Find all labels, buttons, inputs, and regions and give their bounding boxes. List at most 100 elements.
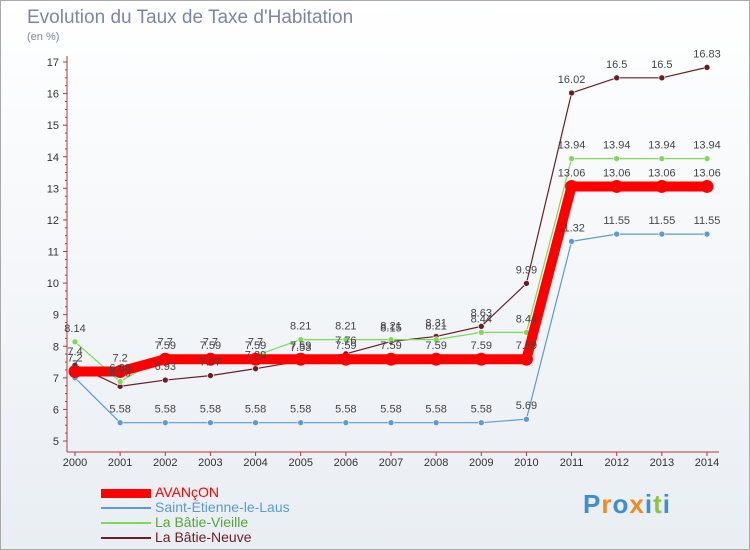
series-1-point bbox=[252, 419, 259, 426]
y-tick-label: 6 bbox=[53, 404, 59, 416]
brand-letter: t bbox=[653, 489, 663, 519]
series-0-data-label: 13.06 bbox=[693, 167, 721, 179]
y-tick-label: 10 bbox=[47, 278, 59, 290]
series-1-point bbox=[477, 419, 485, 426]
series-2-point bbox=[568, 155, 575, 162]
series-3-data-label: 8.63 bbox=[471, 307, 492, 319]
series-2-data-label: 8.14 bbox=[64, 323, 85, 335]
series-3-point bbox=[523, 280, 530, 287]
brand-letter: x bbox=[629, 489, 645, 519]
y-tick-label: 5 bbox=[53, 436, 59, 448]
series-2-data-label: 8.21 bbox=[425, 321, 446, 333]
series-0-point bbox=[519, 352, 533, 366]
series-2-point bbox=[71, 338, 79, 346]
series-3-point bbox=[161, 376, 169, 384]
series-2-data-label: 8.21 bbox=[290, 321, 311, 333]
series-1-data-label: 5.58 bbox=[245, 404, 266, 416]
series-2-data-label: 7.7 bbox=[248, 337, 263, 349]
series-0-data-label: 7.59 bbox=[471, 340, 492, 352]
series-2-point bbox=[116, 378, 124, 385]
series-2-point bbox=[342, 336, 350, 343]
series-2-data-label: 13.94 bbox=[558, 140, 586, 152]
series-1-point bbox=[703, 230, 711, 238]
legend-label: Saint-Étienne-le-Laus bbox=[155, 499, 290, 515]
series-0-point bbox=[474, 352, 488, 366]
series-0-point bbox=[610, 179, 624, 193]
x-tick-label: 2013 bbox=[650, 457, 674, 469]
series-0-point bbox=[203, 352, 217, 366]
x-tick-label: 2008 bbox=[424, 457, 448, 469]
series-2-data-label: 13.94 bbox=[648, 140, 676, 152]
x-tick-label: 2003 bbox=[198, 457, 222, 469]
series-1-data-label: 5.58 bbox=[200, 404, 221, 416]
series-0-data-label: 7.59 bbox=[290, 340, 311, 352]
series-1-data-label: 5.58 bbox=[290, 404, 311, 416]
series-2-point bbox=[703, 155, 711, 162]
series-3-data-label: 6.93 bbox=[155, 361, 176, 373]
legend-label: La Bâtie-Vieille bbox=[155, 514, 249, 530]
x-tick-label: 2006 bbox=[334, 457, 358, 469]
series-1-data-label: 5.58 bbox=[155, 404, 176, 416]
series-0-data-label: 7.59 bbox=[335, 340, 356, 352]
y-tick-label: 7 bbox=[53, 373, 59, 385]
series-0-point bbox=[655, 179, 669, 193]
x-tick-label: 2014 bbox=[695, 457, 719, 469]
series-1-point bbox=[658, 230, 666, 238]
series-0-point bbox=[384, 352, 398, 366]
x-tick-label: 2010 bbox=[514, 457, 538, 469]
series-0-point bbox=[700, 179, 714, 193]
chart-title: Evolution du Taux de Taxe d'Habitation bbox=[27, 7, 354, 28]
series-0-data-label: 7.2 bbox=[112, 353, 127, 365]
series-3-data-label: 7.4 bbox=[67, 346, 82, 358]
series-3-data-label: 16.5 bbox=[651, 59, 672, 71]
series-3-data-label: 16.83 bbox=[693, 48, 721, 60]
series-3-point bbox=[613, 74, 621, 82]
brand-letter: o bbox=[612, 489, 630, 519]
series-2-data-label: 6.88 bbox=[109, 363, 130, 375]
series-2-point bbox=[387, 336, 395, 343]
series-3-point bbox=[658, 74, 666, 82]
chart-unit-label: (en %) bbox=[27, 31, 60, 43]
series-1-point bbox=[161, 419, 169, 426]
series-3-point bbox=[703, 64, 711, 71]
series-2-point bbox=[297, 336, 305, 343]
series-1-point bbox=[342, 419, 350, 426]
series-0-data-label: 7.59 bbox=[380, 340, 401, 352]
chart-data-labels: 7.2 7.27.59 7.59 7.59 7.59 7.59 7.59 7.59 7.59 7.… bbox=[64, 48, 720, 415]
series-1-data-label: 5.58 bbox=[425, 404, 446, 416]
series-1-data-label: 11.55 bbox=[694, 215, 721, 227]
series-0-data-label: 13.06 bbox=[558, 167, 586, 179]
series-1-data-label: 11.32 bbox=[558, 222, 585, 234]
series-1-data-label: 5.58 bbox=[380, 404, 401, 416]
series-1-point bbox=[568, 238, 575, 245]
y-tick-label: 9 bbox=[53, 310, 59, 322]
series-1-data-label: 11.55 bbox=[648, 215, 675, 227]
brand-letter: i bbox=[662, 489, 671, 519]
x-tick-label: 2004 bbox=[243, 457, 267, 469]
series-3-data-label: 16.02 bbox=[558, 74, 586, 86]
series-0-point bbox=[68, 365, 82, 379]
series-3-point bbox=[568, 89, 575, 97]
series-1-point bbox=[432, 419, 440, 426]
chart-series-layer bbox=[68, 64, 714, 426]
series-0-data-label: 7.2 bbox=[67, 353, 82, 365]
series-2-data-label: 8.21 bbox=[380, 321, 401, 333]
y-tick-label: 16 bbox=[47, 89, 59, 101]
series-3-data-label: 7.07 bbox=[200, 357, 221, 369]
series-0-data-label: 7.59 bbox=[245, 340, 266, 352]
series-2-data-label: 13.94 bbox=[603, 140, 631, 152]
legend-swatch bbox=[101, 522, 151, 524]
series-1-data-label: 5.58 bbox=[109, 404, 130, 416]
series-0-data-label: 7.59 bbox=[425, 340, 446, 352]
series-1-point bbox=[207, 419, 214, 426]
series-3-data-label: 9.99 bbox=[516, 264, 537, 276]
series-0-data-label: 13.06 bbox=[603, 167, 631, 179]
series-2-data-label: 7.7 bbox=[203, 337, 218, 349]
x-tick-label: 2001 bbox=[108, 457, 132, 469]
series-2-data-label: 8.44 bbox=[471, 313, 492, 325]
legend-swatch bbox=[101, 507, 151, 509]
series-0-data-label: 7.59 bbox=[516, 340, 537, 352]
y-tick-label: 12 bbox=[47, 215, 59, 227]
series-0-point bbox=[158, 352, 172, 366]
